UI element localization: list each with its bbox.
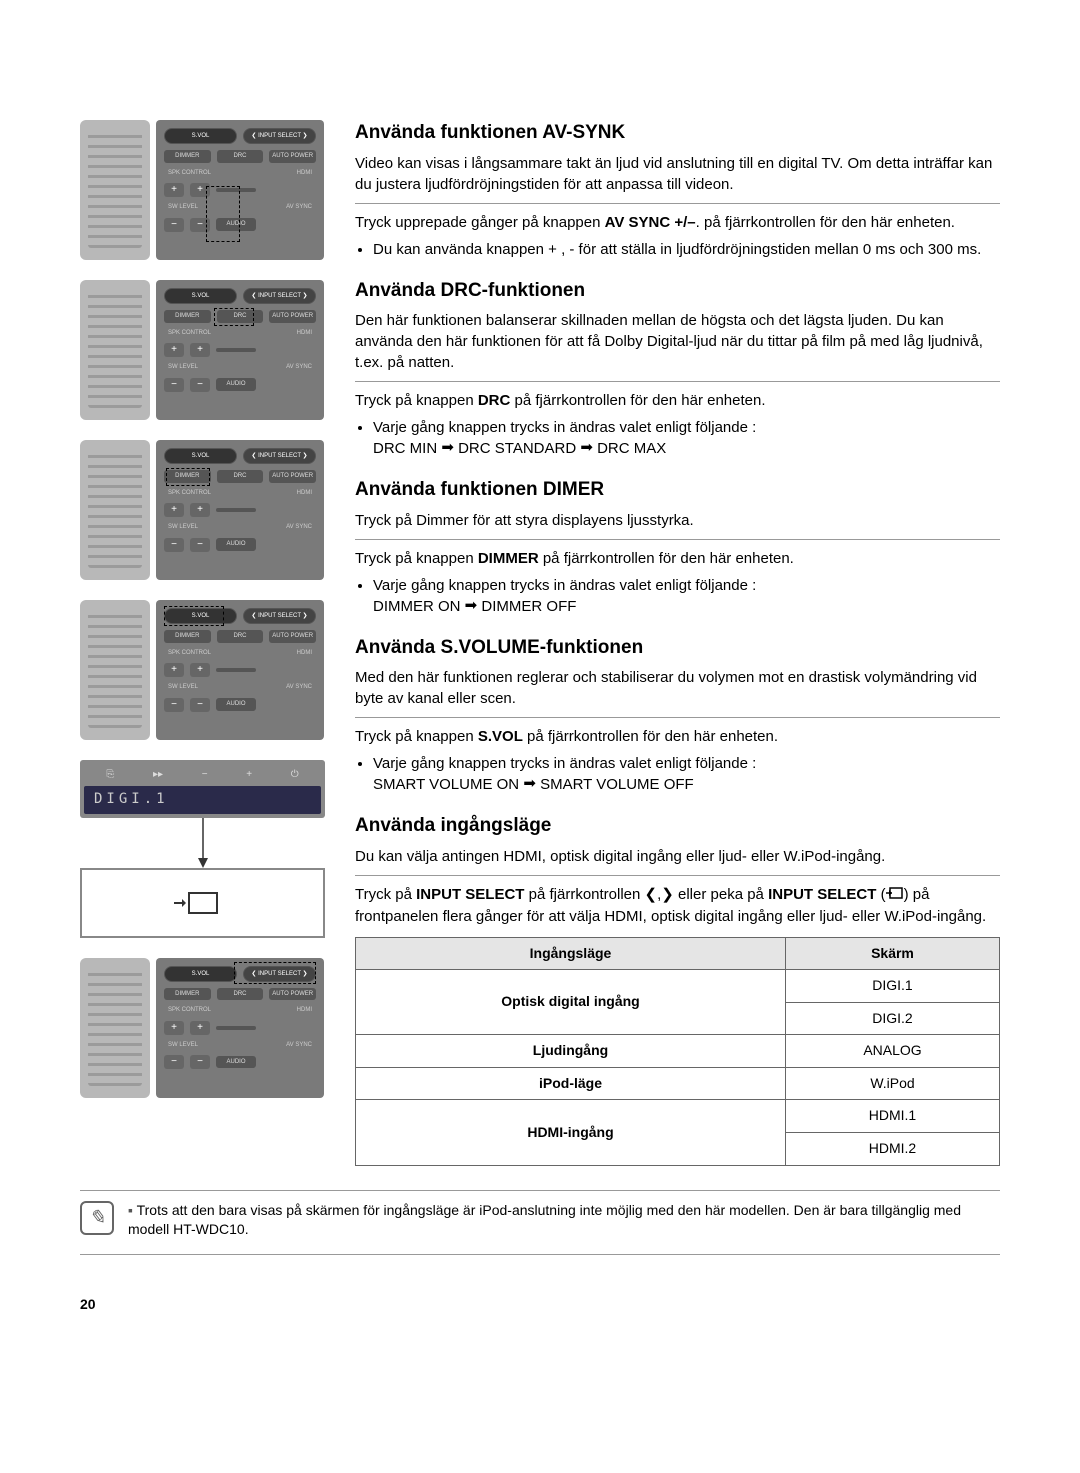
remote-small-icon [80,440,150,580]
intro-avsync: Video kan visas i långsammare takt än lj… [355,153,1000,204]
autopower-button: AUTO POWER [269,150,316,162]
display-screen: DIGI.1 [84,786,321,814]
remote-small-icon [80,958,150,1098]
instr-dimmer: Tryck på knappen DIMMER på fjärrkontroll… [355,548,1000,569]
display-panel-figure: ⎘▸▸−+⏻ DIGI.1 [80,760,325,938]
remote-zoom-dimmer: S.VOL ❮ INPUT SELECT ❯ DIMMER DRC AUTO P… [156,440,324,580]
display-panel: ⎘▸▸−+⏻ DIGI.1 [80,760,325,818]
dimmer-button: DIMMER [164,150,211,162]
bullets-drc: Varje gång knappen trycks in ändras vale… [355,417,1000,459]
bullets-dimmer: Varje gång knappen trycks in ändras vale… [355,575,1000,617]
remote-zoom-svol: S.VOL ❮ INPUT SELECT ❯ DIMMER DRC AUTO P… [156,600,324,740]
instr-drc: Tryck på knappen DRC på fjärrkontrollen … [355,390,1000,411]
table-digi1: DIGI.1 [785,970,999,1003]
remote-zoom-avsync: S.VOL ❮ INPUT SELECT ❯ DIMMER DRC AUTO P… [156,120,324,260]
bullets-avsync: Du kan använda knappen + , - för att stä… [355,239,1000,260]
table-audio: Ljudingång [356,1035,786,1068]
intro-svol: Med den här funktionen reglerar och stab… [355,667,1000,718]
note-text: Trots att den bara visas på skärmen för … [128,1201,1000,1240]
note-area: ✎ Trots att den bara visas på skärmen fö… [80,1190,1000,1255]
table-optical: Optisk digital ingång [356,970,786,1035]
audio-button: AUDIO [216,218,256,230]
table-wipod: W.iPod [785,1067,999,1100]
page: S.VOL ❮ INPUT SELECT ❯ DIMMER DRC AUTO P… [80,120,1000,1166]
intro-dimmer: Tryck på Dimmer för att styra displayens… [355,510,1000,540]
note-icon: ✎ [80,1201,114,1235]
input-select-icon [188,892,218,914]
section-title-dimmer: Använda funktionen DIMER [355,477,1000,504]
remote-drc-figure: S.VOL ❮ INPUT SELECT ❯ DIMMER DRC AUTO P… [80,280,325,420]
table-ipod: iPod-läge [356,1067,786,1100]
display-zoom-box [80,868,325,938]
table-hdmi: HDMI-ingång [356,1100,786,1165]
remote-svol-figure: S.VOL ❮ INPUT SELECT ❯ DIMMER DRC AUTO P… [80,600,325,740]
display-arrow-icon [80,818,325,868]
remote-zoom-drc: S.VOL ❮ INPUT SELECT ❯ DIMMER DRC AUTO P… [156,280,324,420]
table-digi2: DIGI.2 [785,1002,999,1035]
svol-button: S.VOL [164,128,237,144]
remote-small-icon [80,120,150,260]
instr-input: Tryck på INPUT SELECT på fjärrkontrollen… [355,884,1000,927]
instr-svol: Tryck på knappen S.VOL på fjärrkontrolle… [355,726,1000,747]
table-header-screen: Skärm [785,937,999,970]
remote-small-icon [80,600,150,740]
section-title-svol: Använda S.VOLUME-funktionen [355,635,1000,662]
remote-small-icon [80,280,150,420]
drc-button: DRC [217,150,264,162]
bullets-svol: Varje gång knappen trycks in ändras vale… [355,753,1000,795]
intro-drc: Den här funktionen balanserar skillnaden… [355,310,1000,382]
table-header-mode: Ingångsläge [356,937,786,970]
section-title-drc: Använda DRC-funktionen [355,278,1000,305]
input-mode-table: Ingångsläge Skärm Optisk digital ingång … [355,937,1000,1166]
page-number: 20 [80,1295,1000,1315]
table-hdmi1: HDMI.1 [785,1100,999,1133]
instr-avsync: Tryck upprepade gånger på knappen AV SYN… [355,212,1000,233]
table-hdmi2: HDMI.2 [785,1133,999,1166]
section-title-avsync: Använda funktionen AV-SYNK [355,120,1000,147]
left-column: S.VOL ❮ INPUT SELECT ❯ DIMMER DRC AUTO P… [80,120,325,1166]
input-select-button: ❮ INPUT SELECT ❯ [243,128,316,144]
section-title-input: Använda ingångsläge [355,813,1000,840]
right-column: Använda funktionen AV-SYNK Video kan vis… [355,120,1000,1166]
remote-avsync-figure: S.VOL ❮ INPUT SELECT ❯ DIMMER DRC AUTO P… [80,120,325,260]
table-analog: ANALOG [785,1035,999,1068]
remote-input-figure: S.VOL ❮ INPUT SELECT ❯ DIMMER DRC AUTO P… [80,958,325,1098]
remote-zoom-input: S.VOL ❮ INPUT SELECT ❯ DIMMER DRC AUTO P… [156,958,324,1098]
remote-dimmer-figure: S.VOL ❮ INPUT SELECT ❯ DIMMER DRC AUTO P… [80,440,325,580]
intro-input: Du kan välja antingen HDMI, optisk digit… [355,846,1000,876]
